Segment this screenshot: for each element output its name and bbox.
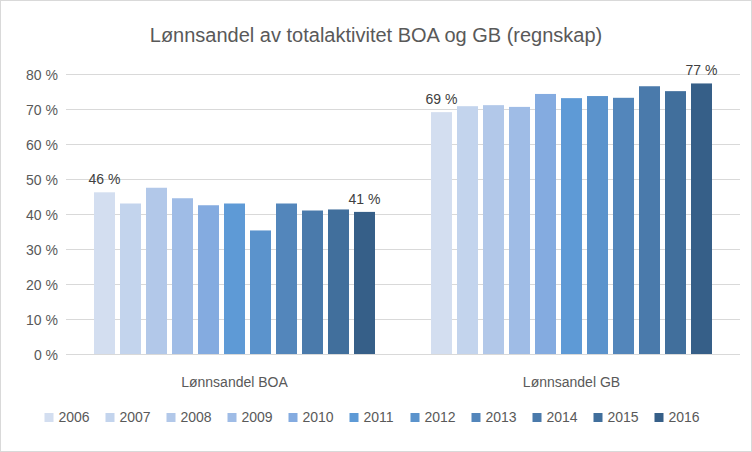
legend-swatch (411, 413, 420, 422)
data-label: 41 % (349, 191, 381, 207)
grid-line (66, 179, 740, 180)
bar (561, 98, 582, 354)
grid-line (66, 284, 740, 285)
bar (535, 94, 556, 354)
bar (509, 107, 530, 354)
legend-swatch (106, 413, 115, 422)
legend: 2006 2007 2008 2009 2010 2011 2012 2013 2014 2015… (45, 409, 700, 425)
legend-label: 2006 (59, 409, 90, 425)
legend-swatch (45, 413, 54, 422)
bar (276, 204, 297, 355)
grid-line (66, 144, 740, 145)
legend-swatch (594, 413, 603, 422)
bar (665, 91, 686, 354)
legend-label: 2007 (120, 409, 151, 425)
legend-label: 2012 (425, 409, 456, 425)
data-labels: 46 % 41 % 69 % 77 % (89, 62, 718, 206)
grid-line (66, 74, 740, 75)
data-label: 46 % (89, 171, 121, 187)
grid-line (66, 249, 740, 250)
y-tick-label: 20 % (26, 277, 58, 293)
legend-swatch (472, 413, 481, 422)
bar (457, 106, 478, 354)
bar (172, 198, 193, 354)
legend-label: 2014 (547, 409, 578, 425)
bar (691, 83, 712, 354)
grid-line (66, 354, 740, 355)
background (0, 0, 752, 452)
y-tick-label: 0 % (34, 347, 58, 363)
data-label: 77 % (686, 62, 718, 78)
legend-label: 2013 (486, 409, 517, 425)
legend-swatch (228, 413, 237, 422)
bar (587, 96, 608, 354)
legend-swatch (350, 413, 359, 422)
bar (431, 112, 452, 354)
legend-swatch (533, 413, 542, 422)
legend-swatch (289, 413, 298, 422)
legend-swatch (655, 413, 664, 422)
x-tick-label: Lønnsandel GB (523, 374, 620, 390)
data-label: 69 % (426, 91, 458, 107)
legend-label: 2016 (669, 409, 700, 425)
y-tick-label: 40 % (26, 207, 58, 223)
bar (120, 204, 141, 355)
chart-root: Lønnsandel av totalaktivitet BOA og GB (… (0, 0, 752, 452)
bar (224, 204, 245, 355)
legend-label: 2011 (364, 409, 394, 425)
legend-label: 2008 (181, 409, 212, 425)
bar (94, 192, 115, 354)
bar (198, 205, 219, 354)
chart-title: Lønnsandel av totalaktivitet BOA og GB (… (150, 24, 602, 46)
bars (94, 83, 712, 354)
y-tick-label: 50 % (26, 172, 58, 188)
bar (328, 209, 349, 354)
bar (483, 105, 504, 354)
chart-border (1, 1, 752, 452)
bar (250, 230, 271, 354)
y-tick-label: 70 % (26, 102, 58, 118)
x-axis-line (66, 354, 740, 355)
grid-line (66, 214, 740, 215)
y-tick-label: 80 % (26, 67, 58, 83)
y-tick-label: 30 % (26, 242, 58, 258)
y-tick-label: 10 % (26, 312, 58, 328)
grid-line (66, 319, 740, 320)
legend-label: 2010 (303, 409, 334, 425)
bar (613, 98, 634, 354)
legend-label: 2009 (242, 409, 273, 425)
bar (146, 188, 167, 354)
bar (302, 211, 323, 355)
bar (639, 86, 660, 354)
legend-swatch (167, 413, 176, 422)
bar (354, 212, 375, 354)
y-tick-label: 60 % (26, 137, 58, 153)
x-tick-label: Lønnsandel BOA (181, 374, 288, 390)
grid-line (66, 109, 740, 110)
legend-label: 2015 (608, 409, 639, 425)
